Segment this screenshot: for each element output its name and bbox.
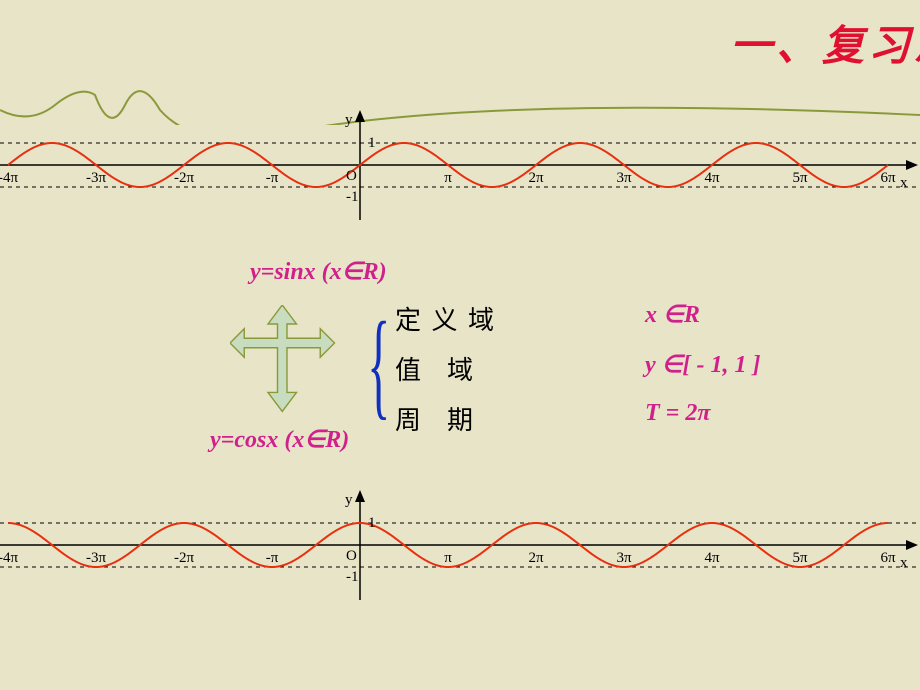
sin-chart: -4π -3π -2π -π π 2π 3π 4π 5π 6π 1 -1 Oy x [0,110,920,220]
svg-text:6π: 6π [880,550,896,566]
svg-text:3π: 3π [616,550,632,566]
svg-text:y: y [345,112,353,128]
svg-text:5π: 5π [792,170,808,186]
svg-text:1: 1 [368,515,376,531]
svg-text:6π: 6π [880,170,896,186]
svg-text:5π: 5π [792,550,808,566]
svg-text:-π: -π [266,170,279,186]
svg-text:-π: -π [266,550,279,566]
svg-text:-3π: -3π [86,170,106,186]
svg-text:-4π: -4π [0,170,18,186]
svg-text:-2π: -2π [174,550,194,566]
svg-text:x: x [900,555,908,571]
sin-formula: y=sinx (x∈R) [250,257,387,286]
svg-text:3π: 3π [616,170,632,186]
domain-label: 定 义 域 [395,300,496,337]
svg-text:1: 1 [368,135,376,151]
range-label: 值 域 [395,350,473,387]
period-value: T = 2π [645,400,710,427]
svg-text:-2π: -2π [174,170,194,186]
svg-text:y: y [345,492,353,508]
svg-text:O: O [346,548,357,564]
period-label: 周 期 [395,400,473,437]
svg-text:2π: 2π [528,170,544,186]
page-title: 一、复习思 [730,12,920,73]
svg-text:π: π [444,550,452,566]
svg-text:-3π: -3π [86,550,106,566]
svg-text:-4π: -4π [0,550,18,566]
svg-text:-1: -1 [346,569,359,585]
left-brace: { [367,295,390,433]
range-value: y ∈[ - 1, 1 ] [645,350,761,379]
svg-text:x: x [900,175,908,191]
svg-text:O: O [346,168,357,184]
svg-text:-1: -1 [346,189,359,205]
bidirectional-arrow-icon [230,305,340,415]
svg-text:4π: 4π [704,550,720,566]
cos-chart: -4π -3π -2π -π π 2π 3π 4π 5π 6π 1 -1 Oy x [0,490,920,600]
svg-text:4π: 4π [704,170,720,186]
domain-value: x ∈R [645,300,700,329]
svg-text:π: π [444,170,452,186]
svg-text:2π: 2π [528,550,544,566]
cos-formula: y=cosx (x∈R) [210,425,349,454]
